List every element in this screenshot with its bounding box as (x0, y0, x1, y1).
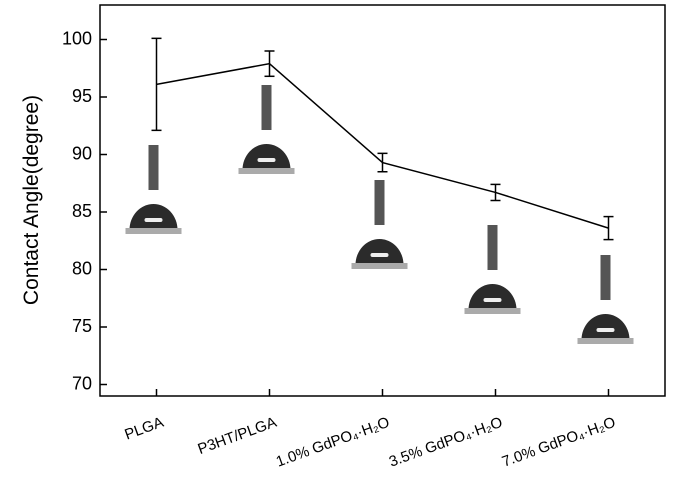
needle (375, 180, 385, 225)
error-bar (378, 153, 388, 171)
droplet (582, 314, 630, 340)
droplet (243, 144, 291, 170)
substrate (578, 338, 634, 344)
needle (488, 225, 498, 270)
x-tick-label: 7.0% GdPO₄·H₂O (500, 414, 618, 471)
droplet (469, 284, 517, 310)
y-tick-label: 80 (72, 258, 92, 278)
needle (262, 85, 272, 130)
y-tick-label: 70 (72, 373, 92, 393)
droplet (356, 239, 404, 265)
substrate (126, 228, 182, 234)
substrate (239, 168, 295, 174)
x-tick-label: PLGA (122, 414, 165, 444)
needle (149, 145, 159, 190)
droplet-highlight (258, 158, 276, 162)
droplet-highlight (484, 298, 502, 302)
chart: Contact Angle(degree) 70 75 80 85 90 95 100 PLG… (0, 0, 673, 492)
y-tick-label: 100 (62, 28, 92, 48)
x-tick-label: 3.5% GdPO₄·H₂O (387, 414, 505, 471)
needle (601, 255, 611, 300)
y-tick-label: 75 (72, 316, 92, 336)
substrate (352, 263, 408, 269)
droplet-images (126, 85, 634, 344)
substrate (465, 308, 521, 314)
y-tick-label: 95 (72, 86, 92, 106)
y-tick-label: 90 (72, 143, 92, 163)
y-axis-label: Contact Angle(degree) (20, 95, 43, 305)
droplet-highlight (145, 218, 163, 222)
error-bar (491, 184, 501, 200)
x-tick-label: 1.0% GdPO₄·H₂O (274, 414, 392, 471)
droplet-highlight (371, 253, 389, 257)
y-tick-label: 85 (72, 201, 92, 221)
droplet (130, 204, 178, 230)
x-tick-label: P3HT/PLGA (195, 414, 278, 458)
error-bar (604, 217, 614, 240)
droplet-highlight (597, 328, 615, 332)
